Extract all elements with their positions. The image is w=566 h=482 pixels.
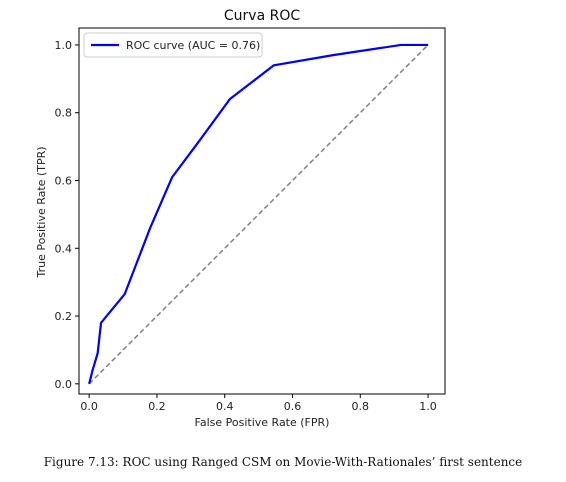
legend-box <box>83 32 263 58</box>
x-tick-label: 0.8 <box>352 400 370 413</box>
y-tick-label: 0.8 <box>55 107 73 120</box>
x-tick-label: 0.0 <box>80 400 98 413</box>
x-axis-label: False Positive Rate (FPR) <box>195 416 330 429</box>
y-tick-label: 0.6 <box>55 175 73 188</box>
x-tick-label: 0.6 <box>284 400 302 413</box>
plot-frame <box>78 27 446 395</box>
figure-caption: Figure 7.13: ROC using Ranged CSM on Mov… <box>43 455 523 469</box>
plot-area: 0.0 0.2 0.4 0.6 0.8 1.0 0.0 0.2 0.4 0.6 0.8 1.0 ROC … <box>55 27 446 413</box>
y-tick-label: 0.0 <box>55 378 73 391</box>
legend-entry: ROC curve (AUC = 0.76) <box>126 39 260 52</box>
x-tick-label: 1.0 <box>419 400 437 413</box>
y-tick-label: 0.4 <box>55 242 73 255</box>
y-tick-label: 1.0 <box>55 39 73 52</box>
roc-chart: Curva ROC 0.0 0.2 0.4 0.6 0.8 1.0 0.0 0.2 0.4 0.6… <box>35 8 446 429</box>
x-tick-label: 0.2 <box>148 400 166 413</box>
chart-title: Curva ROC <box>224 8 300 24</box>
x-tick-label: 0.4 <box>216 400 234 413</box>
baseline-series-line <box>88 44 429 385</box>
y-axis-label: True Positive Rate (TPR) <box>35 146 48 278</box>
y-tick-label: 0.2 <box>55 310 73 323</box>
roc-series-line <box>88 43 429 385</box>
